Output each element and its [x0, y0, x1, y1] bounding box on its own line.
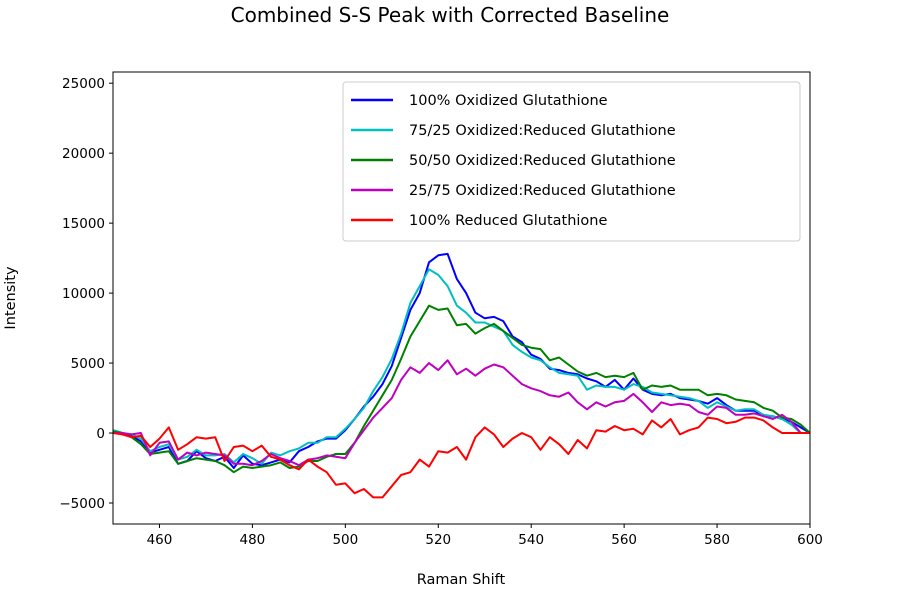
- y-tick-label: −5000: [59, 496, 105, 512]
- legend-box: [342, 81, 801, 242]
- y-axis-label: Intensity: [3, 266, 19, 330]
- series-line-5: [113, 416, 810, 499]
- series-layer: [113, 252, 810, 499]
- y-axis: −5000 0 5000 10000 15000 20000 25000: [59, 76, 113, 512]
- x-tick-label: 600: [797, 532, 823, 548]
- chart-title: Combined S-S Peak with Corrected Baselin…: [231, 3, 670, 27]
- x-tick-label: 540: [518, 532, 544, 548]
- series-line-2: [113, 268, 810, 465]
- x-axis: 460 480 500 520 540 560 580 600: [147, 524, 823, 548]
- y-tick-label: 5000: [71, 356, 105, 372]
- legend-entry: 50/50 Oxidized:Reduced Glutathione: [409, 153, 676, 169]
- series-line-4: [113, 359, 810, 467]
- y-tick-label: 15000: [62, 216, 105, 232]
- legend-entry: 100% Reduced Glutathione: [409, 213, 607, 229]
- legend-entry: 25/75 Oxidized:Reduced Glutathione: [409, 183, 676, 199]
- y-tick-label: 10000: [62, 286, 105, 302]
- x-tick-label: 520: [425, 532, 451, 548]
- x-tick-label: 500: [332, 532, 358, 548]
- y-tick-label: 0: [96, 426, 105, 442]
- x-tick-label: 460: [147, 532, 173, 548]
- x-tick-label: 580: [704, 532, 730, 548]
- x-axis-label: Raman Shift: [417, 572, 506, 588]
- y-tick-label: 20000: [62, 146, 105, 162]
- legend-entry: 100% Oxidized Glutathione: [409, 93, 608, 109]
- legend: 100% Oxidized Glutathione 75/25 Oxidized:…: [342, 81, 801, 242]
- series-line-1: [113, 252, 810, 469]
- legend-entry: 75/25 Oxidized:Reduced Glutathione: [409, 123, 676, 139]
- series-line-3: [113, 304, 810, 474]
- x-tick-label: 560: [611, 532, 637, 548]
- plot-area: [112, 71, 811, 525]
- plot-frame: [112, 71, 811, 525]
- y-tick-label: 25000: [62, 76, 105, 92]
- x-tick-label: 480: [240, 532, 266, 548]
